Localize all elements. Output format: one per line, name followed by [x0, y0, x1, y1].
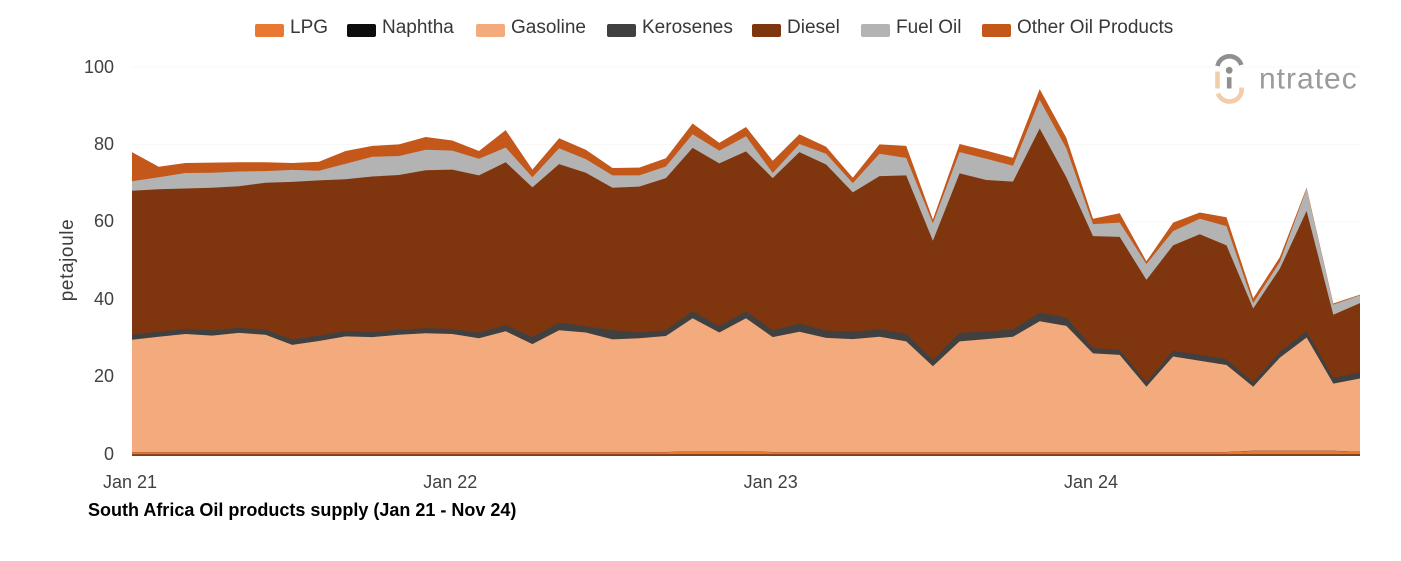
svg-text:ntratec: ntratec [1259, 63, 1358, 96]
